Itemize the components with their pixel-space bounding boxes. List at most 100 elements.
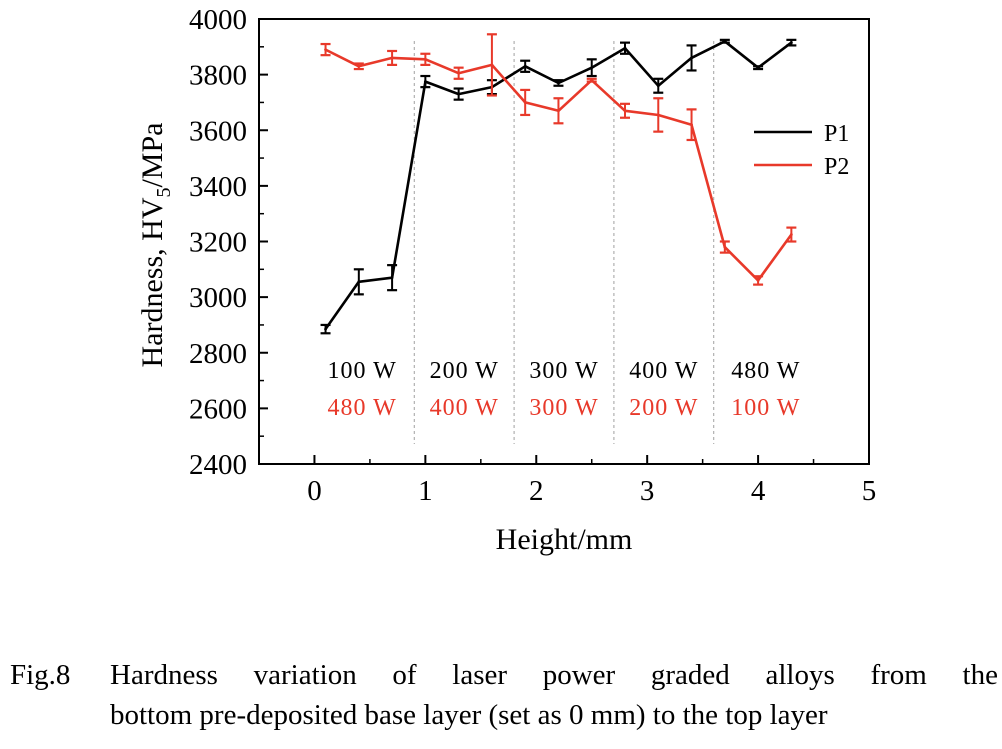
data-point: [656, 84, 660, 88]
series-p1: [320, 38, 797, 335]
error-bar-p1-15: [786, 38, 797, 47]
error-bar-p2-6: [486, 33, 497, 97]
data-point: [457, 71, 461, 75]
data-point: [690, 56, 693, 60]
hardness-chart: 100 W 480 W 200 W 400 W 300 W 300 W 400 W 200 W…: [136, 4, 876, 556]
segment-label-p1-2: 200 W: [430, 358, 499, 384]
segment-label-p2-3: 300 W: [529, 395, 598, 421]
x-axis-label: Height/mm: [496, 523, 633, 556]
error-bar-p1-5: [453, 87, 464, 101]
segment-label-p2-2: 400 W: [430, 395, 499, 421]
segment-label-p2-4: 200 W: [629, 395, 698, 421]
caption-label: Fig.8: [10, 659, 71, 691]
x-tick-label-4: 4: [751, 475, 766, 507]
y-tick-label-2800: 2800: [189, 338, 247, 370]
segment-dividers: [413, 41, 715, 444]
axes: 2400 2600 2800 3000 3200 3400 3600 3800 4000 0 1 2 3…: [189, 4, 876, 507]
y-tick-label-2400: 2400: [189, 449, 247, 481]
y-tick-label-3800: 3800: [189, 60, 247, 92]
error-bar-p2-12: [686, 108, 697, 142]
error-bar-p2-1: [320, 42, 331, 57]
error-bar-p2-10: [620, 102, 630, 119]
data-point: [557, 109, 560, 113]
data-point: [690, 123, 693, 127]
data-point: [756, 66, 760, 70]
x-tick-label-2: 2: [529, 475, 544, 507]
error-bar-p1-1: [320, 323, 331, 335]
error-bar-p2-5: [453, 66, 464, 80]
segment-label-p2-1: 480 W: [328, 395, 397, 421]
segment-label-p1-5: 480 W: [731, 358, 800, 384]
caption-text-1: Hardness variation of laser power graded…: [110, 659, 998, 691]
error-bar-p2-11: [653, 97, 664, 133]
data-point: [590, 78, 594, 82]
error-bar-p2-8: [553, 97, 564, 125]
data-point: [723, 245, 727, 249]
y-axis-label-main: Hardness, HV: [136, 197, 169, 367]
error-bar-p1-11: [653, 77, 664, 94]
error-bar-p1-9: [586, 58, 597, 78]
error-bar-p1-7: [520, 59, 531, 73]
data-point: [490, 63, 494, 67]
power-segment-labels: 100 W 480 W 200 W 400 W 300 W 300 W 400 W 200 W…: [328, 358, 800, 421]
legend-label-p1: P1: [824, 121, 849, 147]
y-axis-label: Hardness, HV5/MPa: [136, 123, 175, 368]
error-bar-p1-8: [553, 79, 564, 87]
y-tick-label-3600: 3600: [189, 115, 247, 147]
error-bar-p1-4: [420, 74, 431, 89]
segment-label-p1-4: 400 W: [629, 358, 698, 384]
data-point: [789, 41, 793, 45]
y-tick-label-3400: 3400: [189, 171, 247, 203]
data-point: [324, 327, 327, 331]
data-point: [390, 276, 394, 280]
x-tick-label-5: 5: [862, 475, 877, 507]
data-point: [423, 80, 427, 83]
data-point: [756, 279, 760, 282]
y-tick-label-3200: 3200: [189, 227, 247, 259]
x-tick-label-1: 1: [418, 475, 433, 507]
y-tick-label-4000: 4000: [189, 4, 247, 36]
data-point: [789, 233, 793, 236]
error-bar-p1-10: [620, 41, 630, 55]
data-point: [656, 113, 660, 117]
error-bar-p2-3: [387, 49, 398, 66]
y-axis-label-unit: /MPa: [136, 123, 169, 188]
data-point: [423, 57, 427, 61]
caption-line-2: bottom pre-deposited base layer (set as …: [110, 699, 828, 731]
error-bar-p2-4: [420, 52, 431, 66]
legend-label-p2: P2: [824, 154, 849, 180]
error-bar-p2-7: [520, 88, 531, 117]
segment-label-p2-5: 100 W: [731, 395, 800, 421]
data-point: [357, 280, 361, 284]
data-point: [357, 64, 361, 68]
error-bar-p1-12: [686, 44, 697, 72]
error-bar-p1-3: [387, 264, 398, 292]
error-bar-p2-15: [786, 226, 797, 243]
y-tick-label-2600: 2600: [189, 393, 247, 425]
segment-label-p1-3: 300 W: [529, 358, 598, 384]
y-axis-label-subscript: 5: [153, 188, 175, 198]
error-bar-p2-13: [719, 240, 730, 254]
error-bar-p2-2: [353, 62, 364, 71]
x-tick-label-3: 3: [640, 475, 655, 507]
data-point: [324, 48, 327, 51]
caption-line-1: Fig.8 Hardness variation of laser power …: [10, 655, 998, 695]
data-point: [590, 66, 594, 70]
y-tick-label-3000: 3000: [189, 282, 247, 314]
series-p2: [320, 33, 797, 286]
x-tick-label-0: 0: [307, 475, 322, 507]
error-bar-p1-13: [719, 38, 730, 44]
series-layer: [320, 33, 797, 335]
data-point: [623, 109, 627, 113]
data-point: [557, 81, 560, 85]
data-point: [623, 46, 627, 50]
data-point: [523, 64, 527, 68]
data-point: [457, 92, 461, 96]
data-point: [723, 39, 727, 43]
error-bar-p2-14: [753, 275, 764, 286]
error-bar-p2-9: [586, 77, 597, 83]
error-bar-p1-2: [353, 268, 364, 296]
error-bar-p1-14: [753, 65, 764, 71]
data-point: [390, 56, 394, 60]
